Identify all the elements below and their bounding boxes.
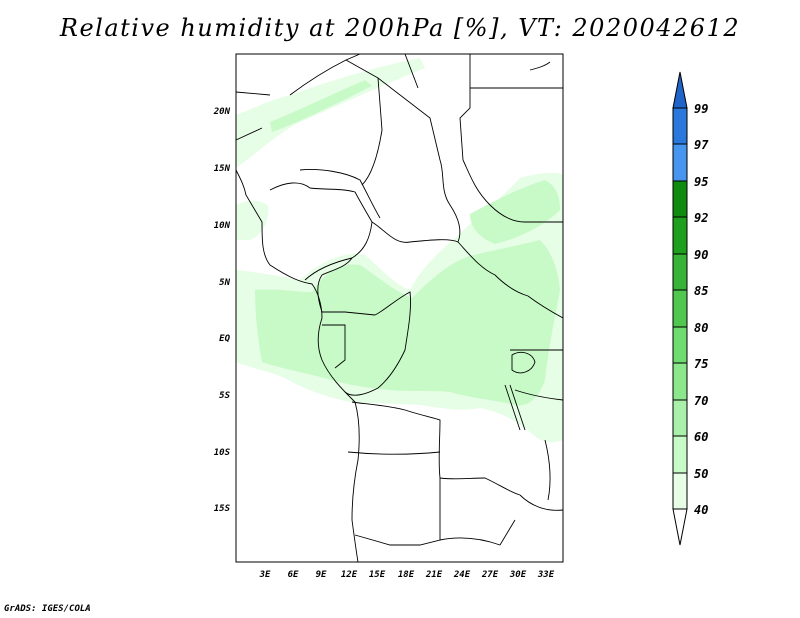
border-nigeria xyxy=(269,182,373,281)
colorbar-segment xyxy=(672,107,688,145)
lon-label: 24E xyxy=(453,570,471,580)
border-sudan-east xyxy=(462,159,563,223)
colorbar: 99 97 95 92 90 85 80 75 70 60 50 40 xyxy=(672,71,709,546)
colorbar-segment xyxy=(672,143,688,182)
colorbar-segment xyxy=(672,253,688,291)
border-chad-sudan xyxy=(439,159,461,243)
coastline-west-africa xyxy=(235,169,360,563)
border-congo-drc xyxy=(344,291,411,396)
colorbar-segment xyxy=(672,289,688,328)
colorbar-label: 97 xyxy=(694,138,709,152)
colorbar-label: 85 xyxy=(694,284,708,298)
border-cameroon xyxy=(317,257,376,316)
colorbar-top-arrow xyxy=(672,71,688,109)
humidity-area-northwest-core xyxy=(270,80,372,132)
lat-label: 20N xyxy=(213,107,231,117)
coastline-horn xyxy=(529,61,551,71)
border-drc-south xyxy=(351,401,521,496)
colorbar-label: 75 xyxy=(694,357,708,371)
lon-label: 21E xyxy=(425,570,443,580)
colorbar-segment xyxy=(672,472,688,510)
lat-label: 5N xyxy=(219,278,230,288)
border-algeria-mali xyxy=(345,59,441,161)
border-east-africa xyxy=(439,295,564,546)
lat-label: 15N xyxy=(214,164,231,174)
map-frame xyxy=(235,53,564,563)
colorbar-labels: 99 97 95 92 90 85 80 75 70 60 50 40 xyxy=(694,102,709,517)
lon-label: 18E xyxy=(398,570,415,580)
humidity-shading xyxy=(236,58,563,443)
lon-label: 27E xyxy=(481,570,499,580)
colorbar-label: 70 xyxy=(694,394,708,408)
border-car xyxy=(371,221,529,297)
colorbar-segment xyxy=(672,326,688,364)
colorbar-segment xyxy=(672,180,688,218)
lat-label: 10N xyxy=(214,221,231,231)
lat-label: 5S xyxy=(219,391,230,401)
colorbar-label: 90 xyxy=(694,248,708,262)
lon-label: 30E xyxy=(509,570,527,580)
lon-label: 3E xyxy=(259,570,271,580)
lake-tanganyika xyxy=(504,384,526,431)
colorbar-segment xyxy=(672,216,688,255)
colorbar-label: 99 xyxy=(694,102,708,116)
country-borders xyxy=(235,53,564,563)
colorbar-label: 80 xyxy=(694,321,708,335)
colorbar-label: 40 xyxy=(694,503,708,517)
border-libya-chad xyxy=(459,54,471,161)
colorbar-segment xyxy=(672,399,688,437)
colorbar-label: 92 xyxy=(694,211,708,225)
lon-label: 9E xyxy=(316,570,327,580)
latitude-labels: 20N 15N 10N 5N EQ 5S 10S 15S xyxy=(213,107,231,514)
border-sahara-north xyxy=(235,53,361,141)
border-angola-zambia xyxy=(347,451,441,546)
lon-label: 15E xyxy=(369,570,386,580)
lat-label: 10S xyxy=(214,448,231,458)
map-title: Relative humidity at 200hPa [%], VT: 202… xyxy=(59,14,741,42)
border-gabon xyxy=(322,324,346,369)
border-niger-mali xyxy=(299,169,381,219)
grads-credit: GrADS: IGES/COLA xyxy=(4,604,91,614)
humidity-area-northwest xyxy=(236,58,425,168)
colorbar-segment xyxy=(672,362,688,401)
humidity-area-central-africa-core xyxy=(255,240,560,406)
lake-victoria xyxy=(511,351,536,374)
lon-label: 33E xyxy=(537,570,555,580)
lat-label: 15S xyxy=(214,504,231,514)
longitude-labels: 3E 6E 9E 12E 15E 18E 21E 24E 27E 30E 33E xyxy=(259,570,555,580)
colorbar-label: 95 xyxy=(694,175,708,189)
colorbar-segment xyxy=(672,435,688,474)
colorbar-bottom-arrow xyxy=(672,508,688,546)
colorbar-label: 50 xyxy=(694,467,708,481)
lat-label: EQ xyxy=(219,334,230,344)
humidity-area-northeast xyxy=(470,180,560,244)
humidity-area-west-small xyxy=(236,200,269,240)
lon-label: 6E xyxy=(288,570,299,580)
lon-label: 12E xyxy=(341,570,358,580)
border-north-africa xyxy=(361,53,419,186)
colorbar-label: 60 xyxy=(694,430,708,444)
lake-malawi xyxy=(544,439,551,501)
